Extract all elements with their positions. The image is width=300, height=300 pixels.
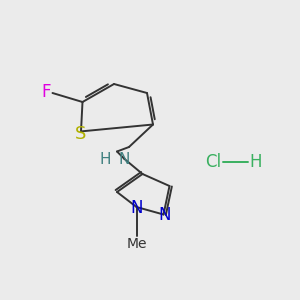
Text: N: N <box>130 199 143 217</box>
Text: S: S <box>75 125 86 143</box>
Text: N: N <box>118 152 130 166</box>
Text: H: H <box>249 153 262 171</box>
Text: Me: Me <box>126 238 147 251</box>
Text: H: H <box>100 152 111 166</box>
Text: F: F <box>42 83 51 101</box>
Text: Cl: Cl <box>205 153 221 171</box>
Text: N: N <box>158 206 171 224</box>
